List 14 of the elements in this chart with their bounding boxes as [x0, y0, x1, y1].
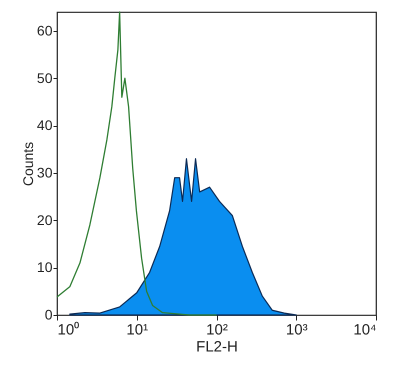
x-tick-label: 10⁴: [353, 322, 376, 338]
y-tick-label: 0: [44, 306, 53, 322]
y-tick-label: 10: [36, 259, 53, 276]
y-tick-label: 20: [36, 212, 53, 228]
y-tick-label: 60: [36, 22, 53, 38]
x-tick-label: 10²: [206, 322, 228, 338]
y-tick-label: 30: [36, 164, 53, 180]
y-axis-title: Counts: [20, 142, 36, 186]
y-tick-label: 40: [36, 117, 53, 134]
x-tick-label: 10¹: [126, 322, 148, 338]
y-tick-label: 50: [36, 70, 53, 86]
x-axis-title: FL2-H: [196, 338, 238, 356]
x-tick-label: 10⁰: [58, 322, 80, 338]
x-tick-label: 10³: [286, 322, 308, 338]
